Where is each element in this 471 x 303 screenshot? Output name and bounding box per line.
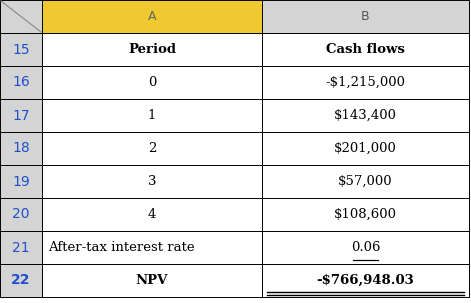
Text: 18: 18 bbox=[12, 142, 30, 155]
Bar bbox=[262, 0, 469, 33]
Bar bbox=[42, 165, 262, 198]
Text: 3: 3 bbox=[148, 175, 156, 188]
Bar bbox=[42, 198, 262, 231]
Bar bbox=[262, 264, 469, 297]
Text: 1: 1 bbox=[148, 109, 156, 122]
Bar bbox=[0, 0, 42, 33]
Text: 4: 4 bbox=[148, 208, 156, 221]
Text: $143,400: $143,400 bbox=[334, 109, 397, 122]
Bar bbox=[42, 66, 262, 99]
Bar bbox=[0, 165, 42, 198]
Text: 21: 21 bbox=[12, 241, 30, 255]
Bar bbox=[0, 264, 42, 297]
Text: NPV: NPV bbox=[136, 274, 168, 287]
Text: A: A bbox=[148, 10, 156, 23]
Bar bbox=[262, 231, 469, 264]
Bar bbox=[42, 264, 262, 297]
Text: -$766,948.03: -$766,948.03 bbox=[317, 274, 414, 287]
Bar bbox=[0, 132, 42, 165]
Text: Period: Period bbox=[128, 43, 176, 56]
Text: 2: 2 bbox=[148, 142, 156, 155]
Text: B: B bbox=[361, 10, 370, 23]
Text: 16: 16 bbox=[12, 75, 30, 89]
Text: 0.06: 0.06 bbox=[351, 241, 380, 254]
Bar bbox=[42, 99, 262, 132]
Text: $108,600: $108,600 bbox=[334, 208, 397, 221]
Bar bbox=[42, 132, 262, 165]
Text: $201,000: $201,000 bbox=[334, 142, 397, 155]
Text: 0: 0 bbox=[148, 76, 156, 89]
Bar bbox=[262, 198, 469, 231]
Text: After-tax interest rate: After-tax interest rate bbox=[48, 241, 195, 254]
Bar bbox=[42, 0, 262, 33]
Text: 19: 19 bbox=[12, 175, 30, 188]
Bar bbox=[0, 66, 42, 99]
Bar bbox=[0, 198, 42, 231]
Text: 17: 17 bbox=[12, 108, 30, 122]
Bar bbox=[42, 231, 262, 264]
Text: $57,000: $57,000 bbox=[338, 175, 393, 188]
Bar bbox=[0, 99, 42, 132]
Text: 15: 15 bbox=[12, 42, 30, 56]
Bar bbox=[0, 231, 42, 264]
Bar bbox=[262, 165, 469, 198]
Bar bbox=[262, 99, 469, 132]
Text: -$1,215,000: -$1,215,000 bbox=[325, 76, 406, 89]
Text: 22: 22 bbox=[11, 274, 31, 288]
Bar bbox=[262, 66, 469, 99]
Bar bbox=[0, 33, 42, 66]
Text: 20: 20 bbox=[12, 208, 30, 221]
Bar bbox=[42, 33, 262, 66]
Bar bbox=[262, 33, 469, 66]
Bar bbox=[262, 132, 469, 165]
Text: Cash flows: Cash flows bbox=[326, 43, 405, 56]
